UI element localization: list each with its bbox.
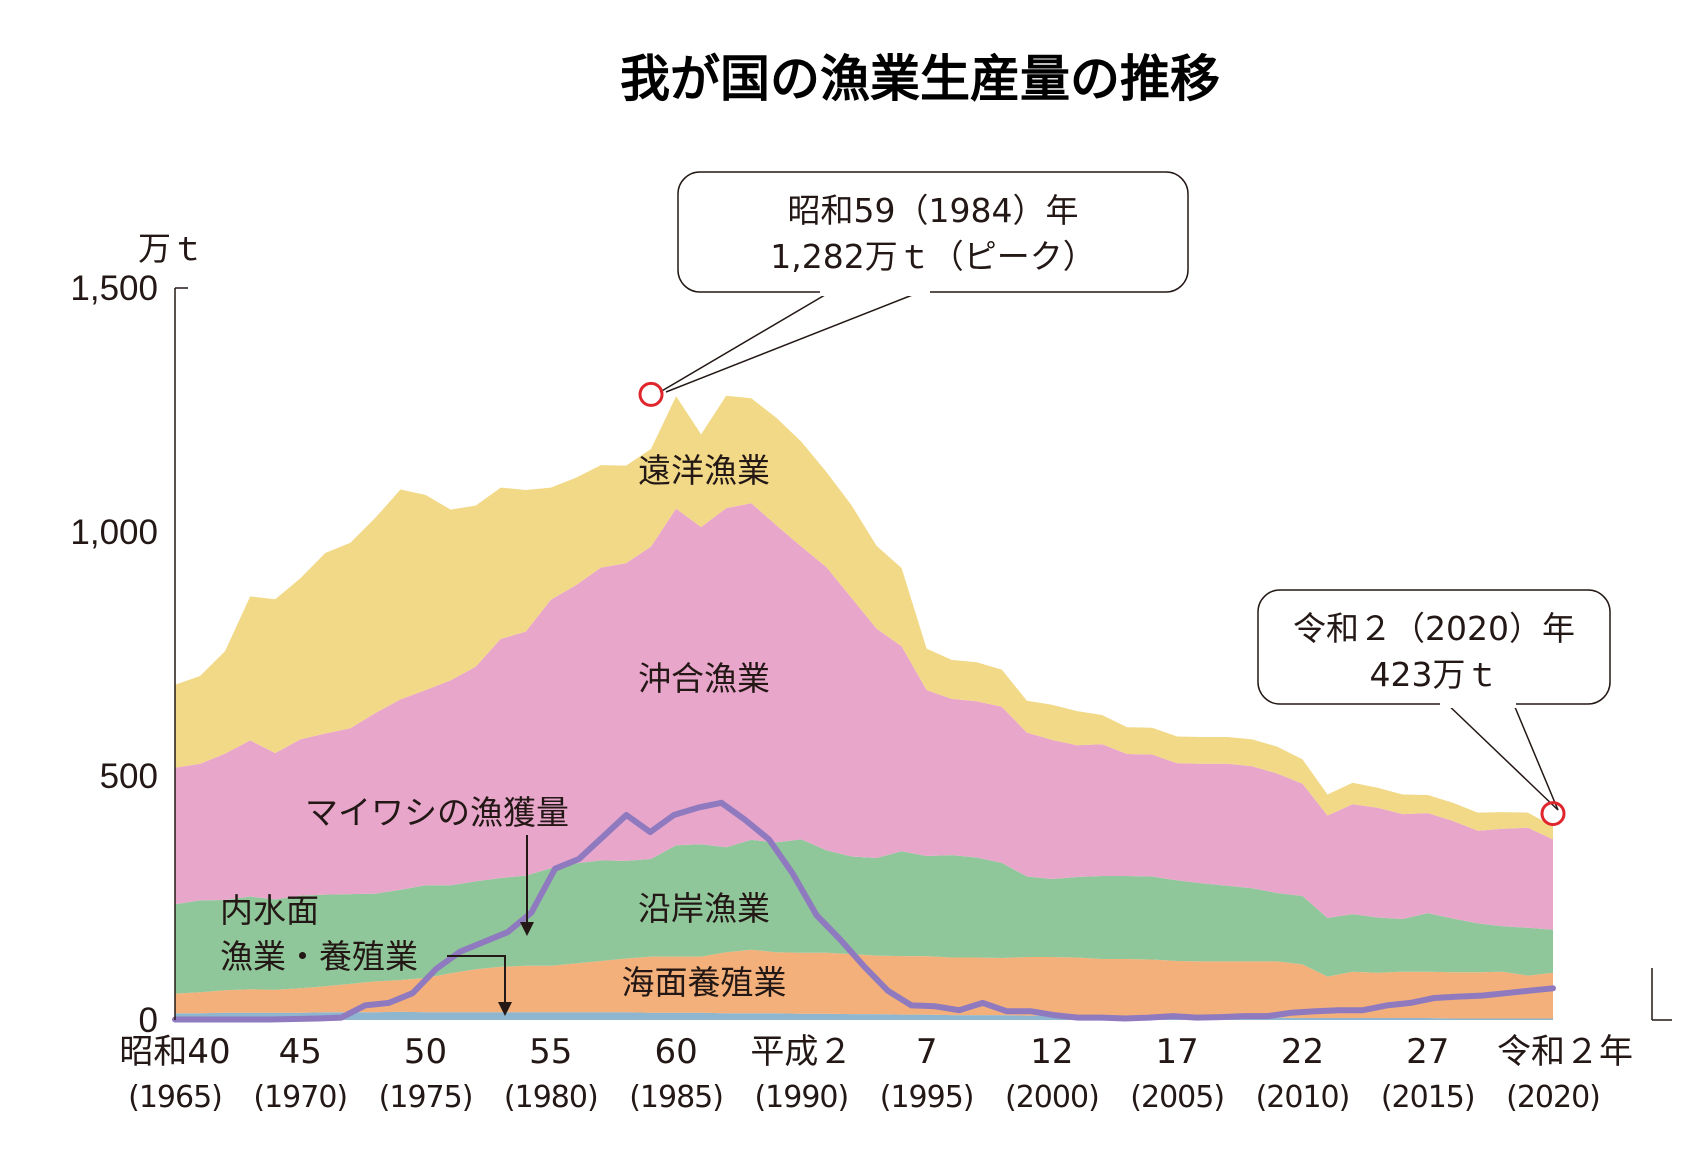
y-tick-label-3: 1,500 — [70, 269, 158, 308]
x-tick-year-8: (2005) — [1130, 1080, 1224, 1115]
area-series-1 — [175, 949, 1553, 1019]
x-tick-label-0: 昭和40 — [119, 1032, 230, 1072]
x-tick-year-6: (1995) — [880, 1080, 974, 1115]
chart-title: 我が国の漁業生産量の推移 — [620, 50, 1220, 108]
x-tick-label-3: 55 — [529, 1032, 572, 1072]
x-tick-label-9: 22 — [1281, 1032, 1324, 1072]
y-tick-label-2: 1,000 — [70, 513, 158, 552]
x-tick-year-7: (2000) — [1005, 1080, 1099, 1115]
label-sardine: マイワシの漁獲量 — [305, 793, 569, 832]
label-inland-line1: 内水面 — [220, 891, 319, 930]
x-tick-labels: 昭和40 (1965) 45 (1970) 50 (1975) 55 (1980) 60 (198… — [119, 1032, 1633, 1115]
x-tick-label-7: 12 — [1030, 1032, 1073, 1072]
area-layers — [175, 395, 1553, 1020]
area-series-4 — [175, 395, 1553, 840]
peak-marker — [638, 381, 664, 407]
peak-callout-line2: 1,282万ｔ（ピーク） — [770, 237, 1095, 276]
y-unit-label: 万ｔ — [138, 229, 204, 268]
label-coastal: 沿岸漁業 — [638, 889, 770, 928]
x-tick-label-8: 17 — [1156, 1032, 1199, 1072]
label-inland-line2: 漁業・養殖業 — [220, 937, 418, 976]
x-tick-year-3: (1980) — [504, 1080, 598, 1115]
x-tick-year-1: (1970) — [253, 1080, 347, 1115]
x-tick-year-9: (2010) — [1256, 1080, 1350, 1115]
latest-callout-line1: 令和２（2020）年 — [1293, 609, 1575, 648]
label-offshore: 沖合漁業 — [638, 659, 770, 698]
y-tick-label-0: 0 — [139, 1001, 158, 1040]
x-tick-label-10: 27 — [1406, 1032, 1449, 1072]
y-tick-labels: 0 500 1,000 1,500 — [70, 269, 158, 1040]
x-tick-year-4: (1985) — [629, 1080, 723, 1115]
peak-callout: 昭和59（1984）年 1,282万ｔ（ピーク） — [638, 171, 1189, 407]
area-series-2 — [175, 839, 1553, 994]
x-tick-year-11: (2020) — [1506, 1080, 1600, 1115]
latest-marker — [1540, 801, 1566, 827]
latest-callout-box — [1257, 589, 1611, 705]
x-tick-year-2: (1975) — [379, 1080, 473, 1115]
x-tick-year-5: (1990) — [754, 1080, 848, 1115]
x-tick-label-6: 7 — [916, 1032, 938, 1072]
x-tick-label-11: 令和２年 — [1497, 1032, 1633, 1072]
inland-pointer-line — [447, 955, 506, 1005]
x-tick-label-1: 45 — [279, 1032, 322, 1072]
sardine-line-group — [172, 799, 1556, 1023]
label-marine-aquaculture: 海面養殖業 — [622, 963, 787, 1002]
peak-callout-line1: 昭和59（1984）年 — [788, 191, 1079, 230]
x-tick-label-4: 60 — [654, 1032, 697, 1072]
latest-callout-line2: 423万ｔ — [1370, 655, 1499, 694]
sardine-pointer-arrowhead — [520, 922, 534, 936]
sardine-line — [172, 799, 1556, 1023]
latest-callout: 令和２（2020）年 423万ｔ — [1257, 589, 1611, 827]
peak-callout-box — [677, 171, 1189, 293]
x-tick-year-0: (1965) — [128, 1080, 222, 1115]
area-series-3 — [175, 503, 1553, 930]
x-tick-year-10: (2015) — [1381, 1080, 1475, 1115]
y-tick-label-1: 500 — [100, 757, 158, 796]
x-tick-label-2: 50 — [404, 1032, 447, 1072]
x-tick-label-5: 平成２ — [750, 1032, 852, 1072]
inland-pointer-arrowhead — [498, 1002, 512, 1016]
label-distant-water: 遠洋漁業 — [638, 451, 770, 490]
